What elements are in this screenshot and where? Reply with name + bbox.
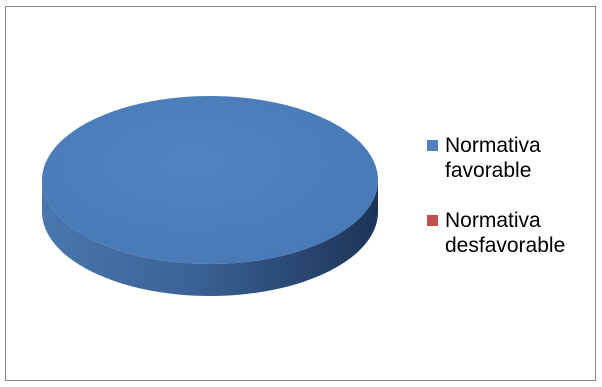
legend-label-line2: desfavorable [445, 234, 566, 257]
legend-swatch-favorable [427, 140, 438, 151]
pie-slice-side [42, 180, 378, 296]
pie-slice-favorable [42, 96, 378, 264]
chart-legend: Normativa favorable Normativa desfavorab… [425, 133, 590, 258]
legend-label-line2: favorable [445, 159, 532, 182]
legend-label-line1: Normativa [445, 209, 541, 232]
legend-item-favorable: Normativa favorable [425, 133, 590, 183]
legend-item-desfavorable: Normativa desfavorable [425, 208, 590, 258]
legend-label-line1: Normativa [445, 134, 541, 157]
legend-swatch-desfavorable [427, 215, 438, 226]
